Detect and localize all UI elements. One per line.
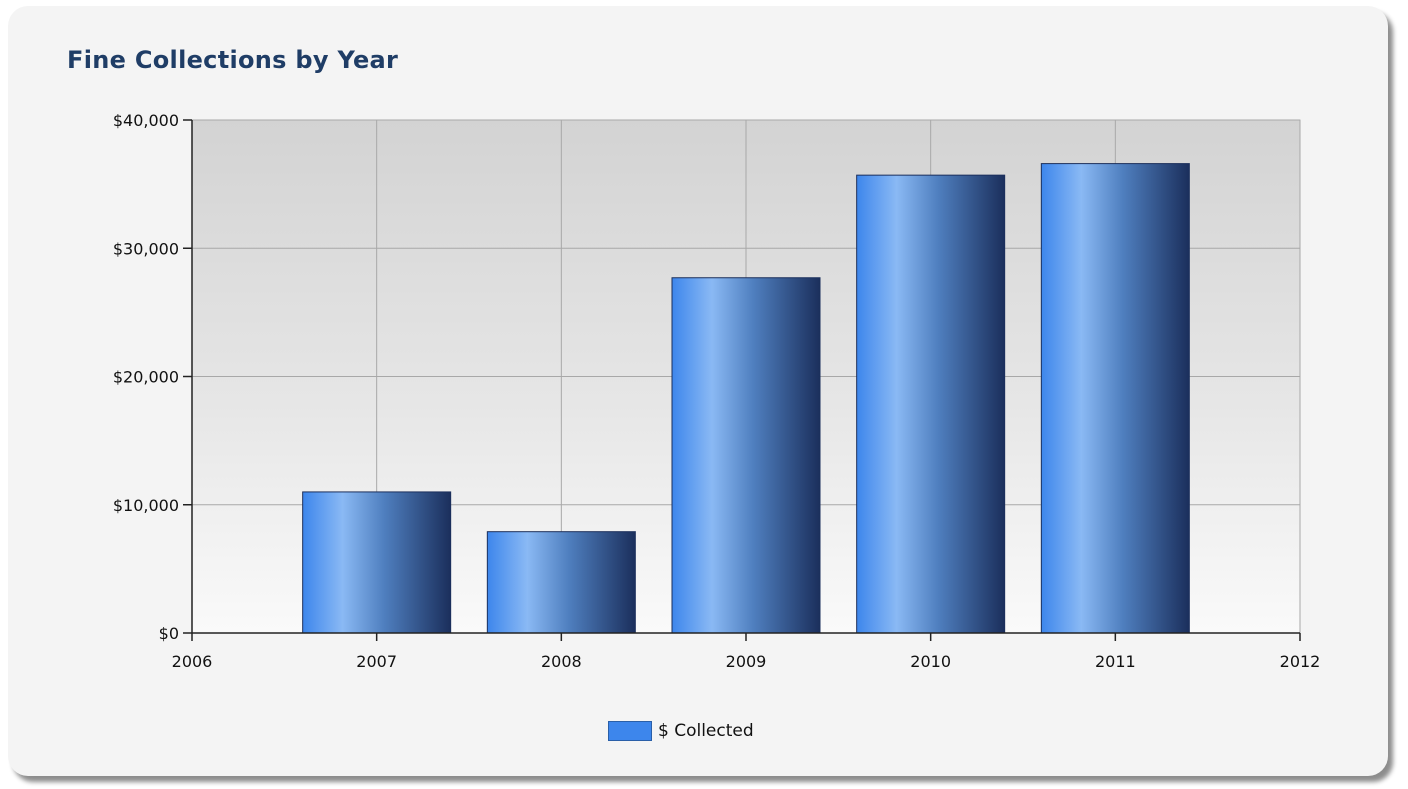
bar-2008 <box>486 531 636 634</box>
y-tick-label: $40,000 <box>113 111 179 130</box>
x-tick-label: 2010 <box>910 652 951 671</box>
y-axis-ticks: $0 $10,000 $20,000 $30,000 $40,000 <box>113 111 192 643</box>
legend-label: $ Collected <box>658 721 754 741</box>
y-tick-label: $30,000 <box>113 239 179 258</box>
x-tick-label: 2009 <box>726 652 767 671</box>
y-tick-label: $20,000 <box>113 368 179 387</box>
y-tick-label: $0 <box>159 624 179 643</box>
bar-2009 <box>671 277 821 634</box>
bar-2007 <box>302 491 452 634</box>
x-tick-label: 2012 <box>1280 652 1321 671</box>
bars <box>302 163 1190 634</box>
x-tick-label: 2008 <box>541 652 582 671</box>
x-tick-label: 2007 <box>356 652 397 671</box>
bar-2010 <box>856 174 1006 634</box>
y-tick-label: $10,000 <box>113 496 179 515</box>
chart-title: Fine Collections by Year <box>67 46 399 74</box>
x-axis-ticks: 2006 2007 2008 2009 2010 2011 2012 <box>172 633 1321 671</box>
legend: $ Collected <box>608 721 754 741</box>
x-tick-label: 2006 <box>172 652 213 671</box>
x-tick-label: 2011 <box>1095 652 1136 671</box>
bar-2011 <box>1040 163 1190 634</box>
legend-swatch <box>608 721 652 741</box>
